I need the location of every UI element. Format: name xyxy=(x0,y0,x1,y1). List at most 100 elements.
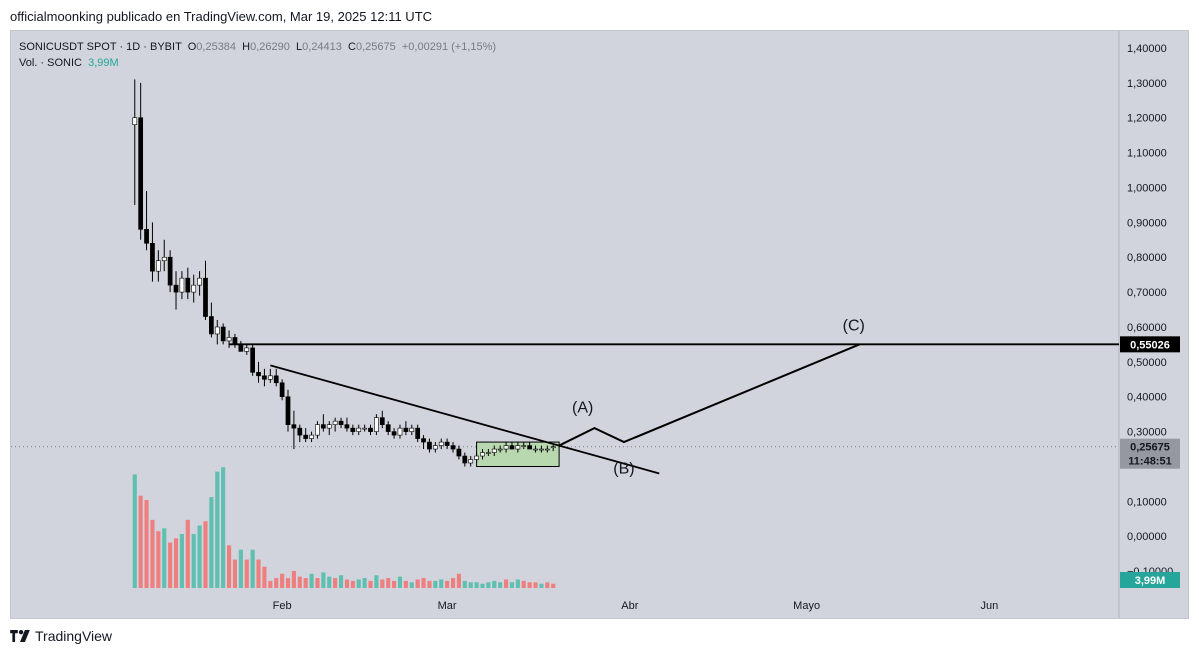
chart-canvas[interactable]: 1,40000 1,30000 1,20000 1,10000 1,00000 0,900… xyxy=(11,31,1188,618)
volume-bar xyxy=(209,497,214,588)
volume-bar xyxy=(291,570,296,588)
projection-path xyxy=(558,343,861,447)
candle-body xyxy=(509,445,515,450)
low-label: L xyxy=(296,41,303,53)
volume-bar xyxy=(150,519,155,588)
candle xyxy=(167,250,173,293)
volume-bar xyxy=(303,578,308,588)
candle-body xyxy=(132,117,138,126)
candle xyxy=(362,424,367,432)
volume-bar xyxy=(539,583,544,588)
candle-body xyxy=(138,117,144,230)
ohlc-line: SONICUSDT SPOT · 1D · BYBIT O0,25384 H0,… xyxy=(19,39,496,55)
volume-bar xyxy=(492,580,497,588)
volume-bar xyxy=(215,471,220,588)
candle xyxy=(262,368,267,387)
volume-bar xyxy=(427,580,432,588)
y-tick-label: 0,90000 xyxy=(1127,217,1167,229)
candle xyxy=(509,442,515,450)
candle-body xyxy=(285,396,291,425)
volume-bar xyxy=(285,578,291,588)
volume-bar xyxy=(256,559,261,588)
volume-bar xyxy=(315,578,320,588)
candle xyxy=(462,452,468,467)
volume-bar xyxy=(527,582,532,588)
chart-background xyxy=(11,31,1188,618)
candle xyxy=(480,449,485,460)
candle xyxy=(297,424,303,443)
volume-bar xyxy=(374,575,379,588)
volume-bar xyxy=(480,583,485,588)
candle-body xyxy=(326,424,332,429)
candle xyxy=(456,445,462,460)
candle xyxy=(332,417,338,432)
high-value: 0,26290 xyxy=(250,41,290,53)
candle-body xyxy=(262,375,267,380)
candle-body xyxy=(368,427,373,432)
level-badge: 0,55026 xyxy=(1120,336,1180,353)
candle-body xyxy=(297,427,303,436)
candle xyxy=(303,428,309,443)
volume-label[interactable]: Vol. · SONIC xyxy=(19,57,82,69)
candle xyxy=(309,431,314,443)
candle-body xyxy=(273,375,279,384)
candle xyxy=(544,445,550,453)
candle-body xyxy=(503,445,509,450)
price-badge-text: 11:48:51 xyxy=(1128,456,1171,468)
volume-bar xyxy=(232,559,238,588)
candle-body xyxy=(438,441,444,446)
high-label: H xyxy=(242,41,251,53)
y-tick-label: 1,00000 xyxy=(1127,182,1167,194)
volume-bar xyxy=(203,521,208,588)
volume-bar xyxy=(445,580,450,588)
candle-body xyxy=(350,427,356,432)
y-tick-label: 0,00000 xyxy=(1127,531,1167,543)
change-value: +0,00291 (+1,15%) xyxy=(401,41,497,53)
y-tick-label: 1,40000 xyxy=(1127,43,1167,55)
volume-bar xyxy=(392,580,397,588)
candle xyxy=(503,442,509,453)
volume-value: 3,99M xyxy=(88,57,119,69)
chart-frame[interactable]: 1,40000 1,30000 1,20000 1,10000 1,00000 0,900… xyxy=(10,30,1189,619)
candle xyxy=(220,323,226,345)
candle xyxy=(539,445,544,453)
candle xyxy=(497,445,503,453)
candle-body xyxy=(315,424,320,436)
candle-body xyxy=(397,427,403,436)
wave-label: (C) xyxy=(843,317,865,334)
candle-body xyxy=(486,452,491,454)
volume-bar xyxy=(244,559,249,588)
volume-bar xyxy=(450,578,456,588)
candle xyxy=(203,260,208,321)
volume-bar xyxy=(274,578,279,588)
candle-body xyxy=(191,284,197,293)
volume-bar xyxy=(262,566,267,588)
footer: TradingView xyxy=(10,628,112,644)
candle-body xyxy=(515,445,521,450)
volume-bar xyxy=(439,579,444,588)
candle xyxy=(379,410,385,429)
candle-body xyxy=(427,441,432,450)
candle-body xyxy=(374,417,379,432)
symbol-label[interactable]: SONICUSDT SPOT · 1D · BYBIT xyxy=(19,41,182,53)
volume-bar xyxy=(221,467,226,588)
volume-bar xyxy=(168,542,173,588)
volume-bar xyxy=(486,582,491,588)
candle xyxy=(374,414,379,436)
candle xyxy=(209,302,214,338)
volume-bar xyxy=(551,583,556,588)
candle xyxy=(421,435,426,450)
volume-badge: 3,99M xyxy=(1120,572,1180,588)
candle-body xyxy=(150,242,155,272)
candle-body xyxy=(179,277,185,293)
volume-bar xyxy=(138,495,143,588)
candle xyxy=(385,421,391,436)
candle-body xyxy=(456,448,462,457)
volume-bar xyxy=(191,534,196,588)
level-badge-text: 0,55026 xyxy=(1130,339,1170,351)
candle-body xyxy=(338,420,344,425)
volume-bar xyxy=(238,549,243,588)
volume-bar xyxy=(462,580,467,588)
volume-bar xyxy=(433,580,438,588)
footer-brand: TradingView xyxy=(35,628,113,644)
